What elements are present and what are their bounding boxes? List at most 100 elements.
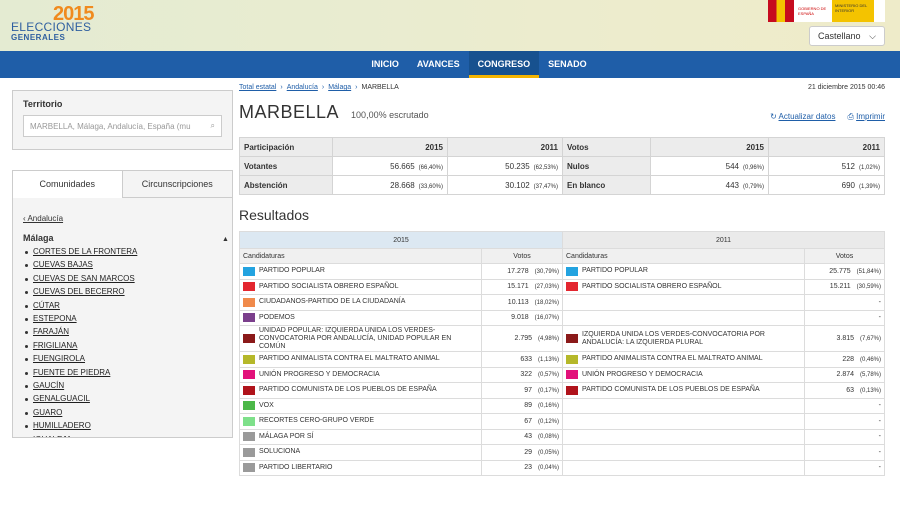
year-2011-header: 2011: [768, 137, 885, 157]
municipality-list: ‹ Andalucía Málaga CORTES DE LA FRONTERA…: [12, 198, 233, 438]
municipality-link[interactable]: IGUALEJA: [23, 433, 222, 437]
participation-row: Votantes 56.665 (66,40%) 50.235 (62,53%) Nulo…: [239, 156, 885, 176]
breadcrumb-malaga[interactable]: Málaga: [328, 84, 352, 91]
refresh-icon: ↻: [770, 112, 777, 121]
votes-2015: 43 (0,08%): [481, 428, 563, 445]
party-color-swatch: [243, 416, 255, 426]
votes-2011: 63 (0,13%): [804, 382, 885, 399]
escrutado-status: 100,00% escrutado: [351, 110, 429, 120]
municipality-link[interactable]: FARAJÁN: [23, 325, 222, 338]
candidaturas-header: Candidaturas: [562, 248, 805, 264]
logo-line1: ELECCIONES: [11, 20, 92, 34]
back-link[interactable]: ‹ Andalucía: [23, 214, 64, 223]
municipality-link[interactable]: CÚTAR: [23, 299, 222, 312]
nav-inicio[interactable]: INICIO: [371, 59, 399, 69]
municipality-link[interactable]: ESTEPONA: [23, 312, 222, 325]
municipality-link[interactable]: FRIGILIANA: [23, 339, 222, 352]
candidate-2015: CIUDADANOS-PARTIDO DE LA CIUDADANÍA: [239, 294, 482, 311]
municipality-link[interactable]: FUENGIROLA: [23, 352, 222, 365]
candidate-2011: UNIÓN PROGRESO Y DEMOCRACIA: [562, 366, 805, 383]
party-color-swatch: [243, 313, 255, 323]
table-row: PARTIDO ANIMALISTA CONTRA EL MALTRATO AN…: [239, 351, 885, 368]
results-2015-header: 2015: [239, 231, 563, 249]
row-label: Votantes: [239, 156, 333, 176]
votes-2015: 67 (0,12%): [481, 413, 563, 430]
party-color-swatch: [243, 266, 255, 276]
municipality-link[interactable]: FUENTE DE PIEDRA: [23, 366, 222, 379]
participation-row: Abstención 28.668 (33,60%) 30.102 (37,47%) En…: [239, 175, 885, 195]
votes-2015: 322 (0,57%): [481, 366, 563, 383]
votos-header: Votos: [481, 248, 563, 264]
table-row: CIUDADANOS-PARTIDO DE LA CIUDADANÍA 10.11…: [239, 294, 885, 311]
main-content: Total estatal › Andalucía › Málaga › MARBEL…: [239, 84, 885, 476]
table-row: SOLUCIONA 29 (0,05%) -: [239, 444, 885, 461]
party-color-swatch: [243, 432, 255, 442]
value-2011: 690 (1,39%): [768, 175, 885, 195]
votes-2011: 25.775 (51,84%): [804, 263, 885, 280]
breadcrumb-current: MARBELLA: [361, 84, 399, 91]
tab-circunscripciones[interactable]: Circunscripciones: [122, 171, 232, 198]
nav-congreso[interactable]: CONGRESO: [468, 51, 540, 78]
government-logo: GOBIERNO DE ESPAÑA MINISTERIO DEL INTERI…: [768, 0, 885, 22]
territory-search-input[interactable]: MARBELLA, Málaga, Andalucía, España (mu …: [23, 115, 222, 137]
votes-2011: -: [804, 397, 885, 414]
votes-header: Votos: [562, 137, 651, 157]
candidate-2015: VOX: [239, 397, 482, 414]
table-row: MÁLAGA POR SÍ 43 (0,08%) -: [239, 428, 885, 445]
territory-tabs: Comunidades Circunscripciones: [12, 170, 233, 198]
year-2011-header: 2011: [447, 137, 563, 157]
municipality-link[interactable]: CUEVAS DEL BECERRO: [23, 285, 222, 298]
breadcrumb-andalucia[interactable]: Andalucía: [286, 84, 318, 91]
votes-2015: 89 (0,16%): [481, 397, 563, 414]
party-color-swatch: [566, 266, 578, 276]
municipality-link[interactable]: HUMILLADERO: [23, 419, 222, 432]
candidate-2011: [562, 428, 805, 445]
candidate-2011: PARTIDO ANIMALISTA CONTRA EL MALTRATO AN…: [562, 351, 805, 368]
nav-avances[interactable]: AVANCES: [416, 59, 460, 69]
row-label: En blanco: [562, 175, 651, 195]
language-select[interactable]: Castellano ⌵: [809, 26, 885, 46]
refresh-button[interactable]: ↻ Actualizar datos: [770, 112, 836, 121]
print-icon: ⎙: [847, 112, 854, 121]
ministry-text: MINISTERIO DEL INTERIOR: [832, 0, 874, 22]
municipality-link[interactable]: GAUCÍN: [23, 379, 222, 392]
votes-2015: 10.113 (18,02%): [481, 294, 563, 311]
candidate-2015: PARTIDO LIBERTARIO: [239, 459, 482, 476]
votes-2015: 2.795 (4,98%): [481, 325, 563, 352]
table-row: PARTIDO SOCIALISTA OBRERO ESPAÑOL 15.171 …: [239, 278, 885, 295]
participation-header: Participación: [239, 137, 333, 157]
municipality-link[interactable]: CUEVAS BAJAS: [23, 258, 222, 271]
party-color-swatch: [243, 297, 255, 307]
votes-2011: -: [804, 428, 885, 445]
candidate-2015: UNIDAD POPULAR: IZQUIERDA UNIDA LOS VERD…: [239, 325, 482, 352]
value-2015: 443 (0,79%): [650, 175, 769, 195]
table-row: PARTIDO LIBERTARIO 23 (0,04%) -: [239, 459, 885, 476]
votes-2015: 633 (1,13%): [481, 351, 563, 368]
tab-comunidades[interactable]: Comunidades: [13, 171, 123, 198]
municipality-link[interactable]: GUARO: [23, 406, 222, 419]
municipality-link[interactable]: CORTES DE LA FRONTERA: [23, 245, 222, 258]
value-2015: 544 (0,96%): [650, 156, 769, 176]
candidate-2011: IZQUIERDA UNIDA LOS VERDES-CONVOCATORIA …: [562, 325, 805, 352]
candidate-2011: [562, 309, 805, 326]
logo-line2: GENERALES: [11, 33, 66, 42]
logo-year[interactable]: 2015: [53, 3, 94, 25]
candidate-2015: RECORTES CERO-GRUPO VERDE: [239, 413, 482, 430]
votes-2015: 29 (0,05%): [481, 444, 563, 461]
row-label: Abstención: [239, 175, 333, 195]
votes-2011: -: [804, 294, 885, 311]
votes-2011: 228 (0,46%): [804, 351, 885, 368]
table-row: RECORTES CERO-GRUPO VERDE 67 (0,12%) -: [239, 413, 885, 430]
candidate-2011: [562, 444, 805, 461]
scroll-up-icon[interactable]: ▲: [222, 236, 229, 243]
table-row: UNIDAD POPULAR: IZQUIERDA UNIDA LOS VERD…: [239, 325, 885, 352]
search-icon[interactable]: ⌕: [210, 121, 215, 130]
nav-senado[interactable]: SENADO: [548, 59, 587, 69]
value-2015: 28.668 (33,60%): [332, 175, 448, 195]
print-button[interactable]: ⎙ Imprimir: [847, 112, 885, 121]
value-2011: 50.235 (62,53%): [447, 156, 563, 176]
municipality-link[interactable]: GENALGUACIL: [23, 392, 222, 405]
value-2011: 512 (1,02%): [768, 156, 885, 176]
breadcrumb-total[interactable]: Total estatal: [239, 84, 277, 91]
municipality-link[interactable]: CUEVAS DE SAN MARCOS: [23, 272, 222, 285]
